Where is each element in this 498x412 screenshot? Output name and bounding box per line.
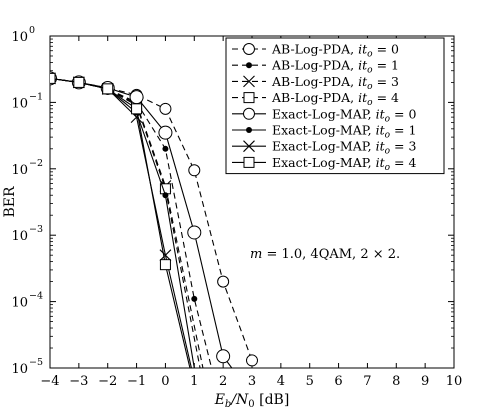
- y-tick-label: 10: [11, 229, 28, 244]
- legend-entry: AB-Log-PDA, ito = 3: [232, 74, 399, 92]
- x-tick-label: 9: [421, 374, 429, 389]
- legend-label: AB-Log-PDA, ito = 0: [271, 42, 399, 60]
- data-point: [191, 295, 198, 302]
- legend-box: [225, 37, 445, 175]
- legend-label: Exact-Log-MAP, ito = 1: [272, 123, 416, 141]
- x-tick-label: −4: [40, 374, 59, 389]
- x-tick-label: 7: [363, 374, 371, 389]
- data-point: [159, 102, 172, 115]
- data-point: [243, 107, 255, 120]
- legend-entry: AB-Log-PDA, ito = 4: [232, 90, 399, 108]
- y-tick-exponent: −3: [29, 224, 43, 235]
- legend-entry: Exact-Log-MAP, ito = 3: [232, 139, 416, 157]
- y-axis-label: BER: [2, 186, 18, 218]
- y-tick-label: 10: [11, 296, 28, 311]
- x-tick-label: 1: [190, 374, 198, 389]
- data-point: [216, 349, 231, 364]
- legend-entry: Exact-Log-MAP, ito = 0: [232, 106, 416, 124]
- data-point: [129, 90, 144, 105]
- data-point: [243, 156, 255, 168]
- x-tick-label: −2: [98, 374, 117, 389]
- data-point: [243, 75, 255, 88]
- x-tick-label: 0: [161, 374, 169, 389]
- x-tick-label: −1: [127, 374, 146, 389]
- data-point: [243, 43, 255, 55]
- x-tick-label: 6: [334, 374, 342, 389]
- legend-label: Exact-Log-MAP, ito = 4: [272, 155, 416, 173]
- data-point: [50, 72, 56, 84]
- data-point: [246, 354, 258, 367]
- data-point: [246, 62, 252, 69]
- data-point: [217, 275, 230, 288]
- data-point: [162, 145, 169, 152]
- y-tick-label: 10: [11, 163, 28, 178]
- data-point: [158, 125, 173, 140]
- x-tick-label: 8: [392, 374, 400, 389]
- data-point: [243, 92, 255, 104]
- data-point: [102, 83, 114, 95]
- y-tick-exponent: 0: [29, 25, 35, 36]
- data-point: [162, 192, 169, 199]
- y-tick-exponent: −1: [29, 91, 43, 102]
- chart-annotation: m = 1.0, 4QAM, 2 × 2.: [250, 247, 400, 262]
- legend-label: Exact-Log-MAP, ito = 0: [272, 106, 416, 124]
- data-point: [243, 140, 255, 153]
- legend-label: AB-Log-PDA, ito = 3: [271, 74, 399, 92]
- y-tick-label: 10: [11, 30, 28, 45]
- x-tick-label: 10: [446, 374, 463, 389]
- x-tick-label: 3: [248, 374, 256, 389]
- legend-entry: AB-Log-PDA, ito = 0: [232, 42, 399, 60]
- data-point: [187, 225, 202, 240]
- legend: AB-Log-PDA, ito = 0AB-Log-PDA, ito = 1AB…: [225, 37, 445, 175]
- x-tick-label: −3: [69, 374, 88, 389]
- legend-label: Exact-Log-MAP, ito = 3: [272, 139, 416, 157]
- data-point: [188, 164, 201, 177]
- x-axis-label: Eb/N0 [dB]: [214, 392, 290, 410]
- series-layer: [50, 71, 258, 368]
- series: [50, 72, 191, 368]
- data-point: [73, 76, 85, 88]
- y-tick-label: 10: [11, 96, 28, 111]
- y-tick-exponent: −2: [29, 158, 43, 169]
- data-point: [159, 249, 172, 262]
- x-tick-label: 5: [306, 374, 314, 389]
- y-tick-label: 10: [11, 362, 28, 377]
- legend-label: AB-Log-PDA, ito = 4: [271, 90, 399, 108]
- y-tick-exponent: −4: [29, 291, 43, 302]
- data-point: [159, 259, 171, 271]
- y-tick-exponent: −5: [29, 357, 43, 368]
- legend-entry: AB-Log-PDA, ito = 1: [232, 58, 399, 76]
- data-point: [131, 103, 143, 115]
- x-tick-label: 2: [219, 374, 227, 389]
- legend-label: AB-Log-PDA, ito = 1: [271, 58, 399, 76]
- legend-entry: Exact-Log-MAP, ito = 4: [232, 155, 416, 173]
- data-point: [246, 127, 252, 133]
- legend-entry: Exact-Log-MAP, ito = 1: [232, 123, 416, 141]
- x-tick-label: 4: [277, 374, 285, 389]
